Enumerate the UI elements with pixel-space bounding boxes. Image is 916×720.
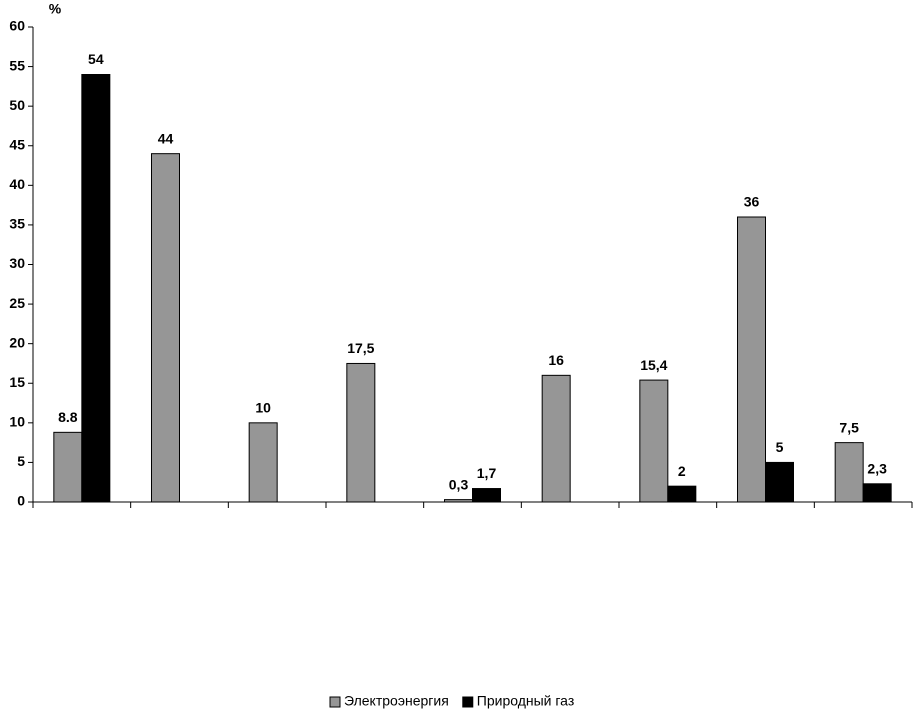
y-tick-label: 10 xyxy=(9,414,25,430)
y-tick-label: 45 xyxy=(9,136,25,152)
x-tick-label: водоотведение xyxy=(268,512,284,611)
bar xyxy=(53,431,83,503)
value-label: 2 xyxy=(678,463,686,479)
x-tick-label: производство хлеба xyxy=(463,512,479,643)
y-tick-label: 0 xyxy=(17,493,25,509)
bar xyxy=(667,485,697,503)
bar xyxy=(541,374,571,503)
bar xyxy=(834,442,864,503)
bar xyxy=(346,362,376,503)
x-tick-label: з-д Победит xyxy=(561,511,577,590)
value-label: 17,5 xyxy=(347,340,374,356)
value-label: 54 xyxy=(88,51,104,67)
y-tick-label: 50 xyxy=(9,97,25,113)
bar xyxy=(639,379,669,503)
y-tick-label: 30 xyxy=(9,255,25,271)
bar xyxy=(862,483,892,503)
bar xyxy=(81,74,111,503)
legend-label: Электроэнергия xyxy=(344,693,449,709)
x-tick-label: в т.ч. производствоцинка xyxy=(748,512,780,636)
y-tick-label: 20 xyxy=(9,334,25,350)
value-label: 15,4 xyxy=(640,357,667,373)
value-label: 10 xyxy=(255,400,271,416)
value-label: 5 xyxy=(776,439,784,455)
y-tick-label: 40 xyxy=(9,176,25,192)
y-axis-label: % xyxy=(49,1,62,17)
y-tick-label: 15 xyxy=(9,374,25,390)
x-tick-label: теплоэнергия xyxy=(73,512,89,601)
value-label: 1,7 xyxy=(477,465,497,481)
value-label: 0,3 xyxy=(449,476,469,492)
x-tick-label: городской электрическийтранспорт xyxy=(358,511,390,675)
x-tick-label: бюджетныеорганизации xyxy=(846,512,878,594)
legend-swatch xyxy=(462,696,474,708)
legend-swatch xyxy=(329,696,341,708)
y-tick-label: 5 xyxy=(17,453,25,469)
y-tick-label: 60 xyxy=(9,18,25,34)
bar xyxy=(765,461,794,503)
value-label: 16 xyxy=(548,352,564,368)
value-label: 36 xyxy=(744,194,760,210)
value-label: 44 xyxy=(158,130,174,146)
x-tick-label: водоснабжение xyxy=(170,512,186,614)
bar xyxy=(737,216,766,503)
y-tick-label: 25 xyxy=(9,295,25,311)
x-tick-label: з-д Электроцинк xyxy=(659,511,675,619)
bar xyxy=(472,488,501,503)
legend-label: Природный газ xyxy=(477,693,574,709)
bar xyxy=(444,499,473,503)
value-label: 8.8 xyxy=(58,409,78,425)
value-label: 2,3 xyxy=(867,460,887,476)
bar xyxy=(248,422,278,503)
value-label: 7,5 xyxy=(839,419,859,435)
y-tick-label: 55 xyxy=(9,57,25,73)
y-tick-label: 35 xyxy=(9,216,25,232)
bar xyxy=(151,153,180,503)
